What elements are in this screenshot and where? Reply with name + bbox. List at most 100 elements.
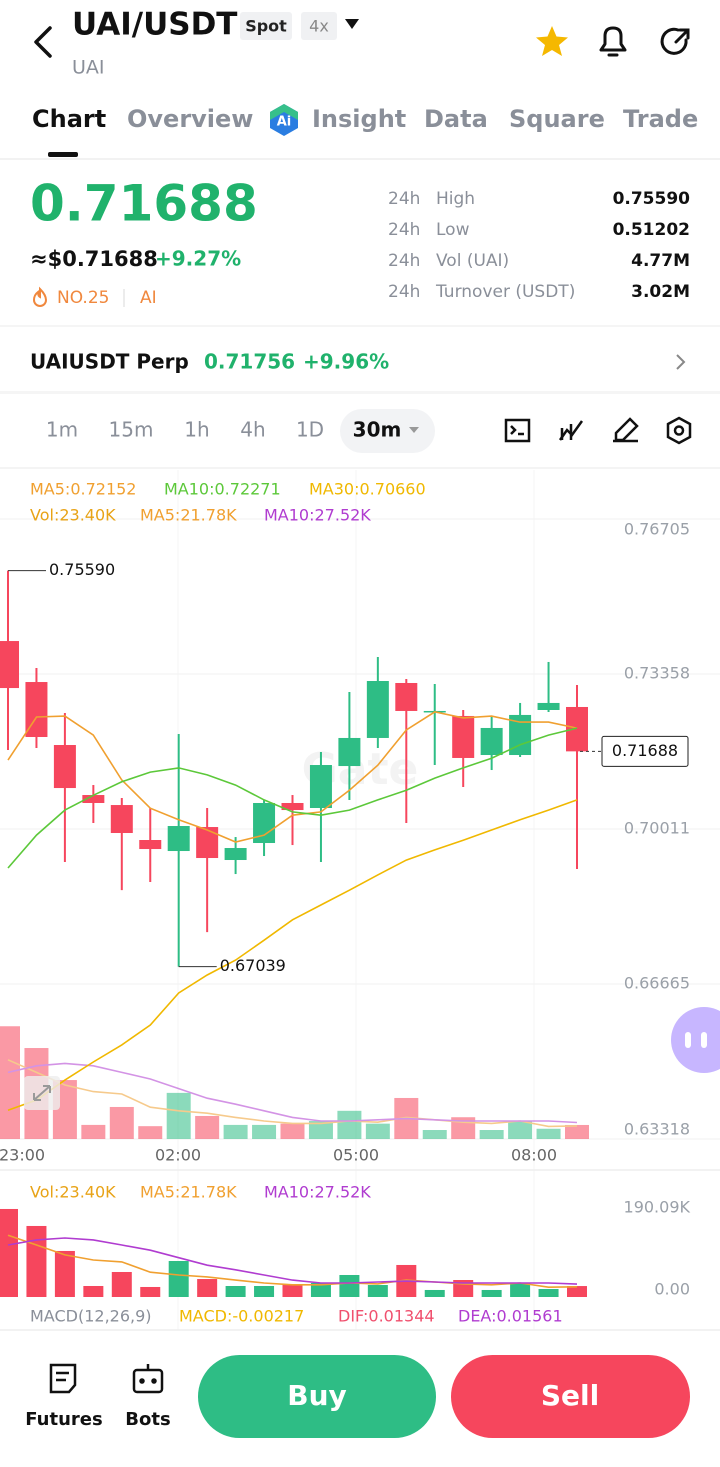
sell-label[interactable]: Sell [541, 1379, 599, 1412]
tab[interactable]: Trade [623, 105, 698, 133]
y-tick-label: 0.76705 [624, 520, 690, 539]
interval[interactable]: 1D [296, 418, 324, 442]
tab[interactable]: Insight [312, 105, 406, 133]
price-change: +9.27% [155, 247, 241, 271]
macd-legend: MACD(12,26,9) [30, 1307, 152, 1326]
sector-tag[interactable]: AI [140, 288, 157, 308]
volume-bar [479, 1130, 504, 1139]
candle-body [196, 827, 219, 859]
volume-bar [195, 1115, 220, 1139]
volume-ma-line [7, 1059, 578, 1128]
candle-body [281, 802, 304, 811]
buy-label[interactable]: Buy [287, 1379, 347, 1412]
volume-bar [0, 1026, 20, 1139]
volume-ma-legend: MA5:21.78K [140, 506, 237, 525]
candle-body [53, 745, 76, 789]
futures-label[interactable]: Futures [25, 1409, 102, 1430]
bots-icon[interactable] [132, 1364, 164, 1394]
rank: NO.25 [57, 288, 109, 308]
stats-table: 24h High 0.75590 24h Low 0.51202 24h Vol (UAI) 4… [388, 189, 690, 302]
volume-ma-legend: MA10:27.52K [264, 1183, 371, 1202]
volume-bar [339, 1274, 360, 1297]
volume-bar [510, 1283, 531, 1297]
volume-bar [225, 1285, 246, 1297]
annotations: 0.75590 0.67039 0.71688 [8, 560, 689, 975]
volume-bar [0, 1208, 18, 1297]
interval[interactable]: 4h [240, 418, 265, 442]
volume-bar [481, 1289, 502, 1297]
edit-tool[interactable] [613, 417, 639, 443]
volume-bar [197, 1279, 218, 1297]
share-icon[interactable] [660, 27, 690, 55]
candle-body [139, 839, 162, 850]
x-tick-label: 05:00 [333, 1146, 379, 1165]
volume-bar [536, 1128, 561, 1139]
volume-bar [83, 1285, 104, 1297]
interval[interactable]: 1m [46, 418, 78, 442]
grid: 0.76705 0.73358 0.70011 0.66665 0.63318 23:00… [0, 470, 720, 1330]
interval-bar: 1m 15m 1h 4h 1D [46, 418, 324, 442]
volume-bar [138, 1126, 163, 1139]
candle-body [25, 682, 48, 737]
volume-bar [367, 1285, 388, 1297]
x-tick-label: 23:00 [0, 1146, 45, 1165]
pair-dropdown[interactable] [345, 19, 359, 29]
macd-legend: MACD(12,26,9) MACD:-0.00217 DIF:0.01344 DEA… [30, 1307, 563, 1326]
fullscreen-icon [33, 1085, 51, 1101]
volume-ma-legend: MA10:27.52K [264, 506, 371, 525]
volume-ma-line [7, 1237, 578, 1285]
interval[interactable]: 1h [184, 418, 209, 442]
indicator-tool[interactable] [504, 418, 531, 443]
bubble-eye [701, 1032, 707, 1048]
chart-legend: MA5:0.72152 MA10:0.72271 MA30:0.70660 Vol:2… [30, 480, 426, 525]
volume-panel: Vol:23.40K MA5:21.78K MA10:27.52K 190.09K 0.… [0, 1183, 691, 1299]
back-button[interactable] [34, 26, 52, 58]
bubble-eye [685, 1032, 691, 1048]
buy-button[interactable] [198, 1355, 436, 1438]
futures-icon[interactable] [49, 1363, 77, 1394]
favorite-icon[interactable] [536, 26, 568, 56]
interval-selected-bg[interactable] [340, 409, 435, 453]
volume-bar [252, 1124, 277, 1139]
perp-name[interactable]: UAIUSDT Perp [30, 350, 189, 374]
stat-period: 24h [388, 189, 420, 209]
tab[interactable]: Data [424, 105, 488, 133]
volume-bar [308, 1121, 333, 1139]
tab[interactable]: Overview [127, 105, 253, 133]
candle-body [452, 715, 475, 758]
pair-title: UAI/USDT [72, 7, 237, 43]
assistant-bubble[interactable] [671, 1007, 720, 1073]
volume-ma-line [7, 1062, 578, 1124]
volume-bar [26, 1225, 47, 1297]
stat-label: Turnover (USDT) [435, 282, 575, 302]
volume-bar [508, 1121, 533, 1139]
volume-ma-legend: MA5:21.78K [140, 1183, 237, 1202]
interval-selected[interactable]: 30m [353, 418, 402, 442]
tab[interactable]: Chart [32, 105, 106, 133]
stat-label: Low [436, 220, 470, 240]
leverage-text: 4x [309, 17, 329, 36]
volume-tick-label: 0.00 [654, 1280, 690, 1299]
volume-bar [109, 1106, 134, 1139]
insight-icon: Ai [270, 104, 298, 136]
sell-button[interactable] [451, 1355, 690, 1438]
tab[interactable]: Square [509, 105, 605, 133]
candle-body [82, 795, 105, 803]
candle-body [0, 641, 19, 689]
macd-legend: DEA:0.01561 [458, 1307, 563, 1326]
hot-icon [32, 286, 48, 307]
alert-icon[interactable] [599, 26, 627, 57]
volume-bar [337, 1110, 362, 1139]
perp-chevron[interactable] [676, 354, 686, 370]
interval[interactable]: 15m [109, 418, 154, 442]
volume-bar [81, 1124, 106, 1139]
interval-dropdown[interactable] [409, 427, 419, 433]
settings-tool[interactable] [666, 416, 692, 445]
chart-tool-icons [504, 416, 692, 445]
bots-label[interactable]: Bots [125, 1409, 170, 1430]
drawing-tool[interactable] [558, 420, 584, 441]
volume-bar [140, 1286, 161, 1297]
last-price: 0.71688 [30, 175, 258, 233]
x-tick-label: 08:00 [511, 1146, 557, 1165]
